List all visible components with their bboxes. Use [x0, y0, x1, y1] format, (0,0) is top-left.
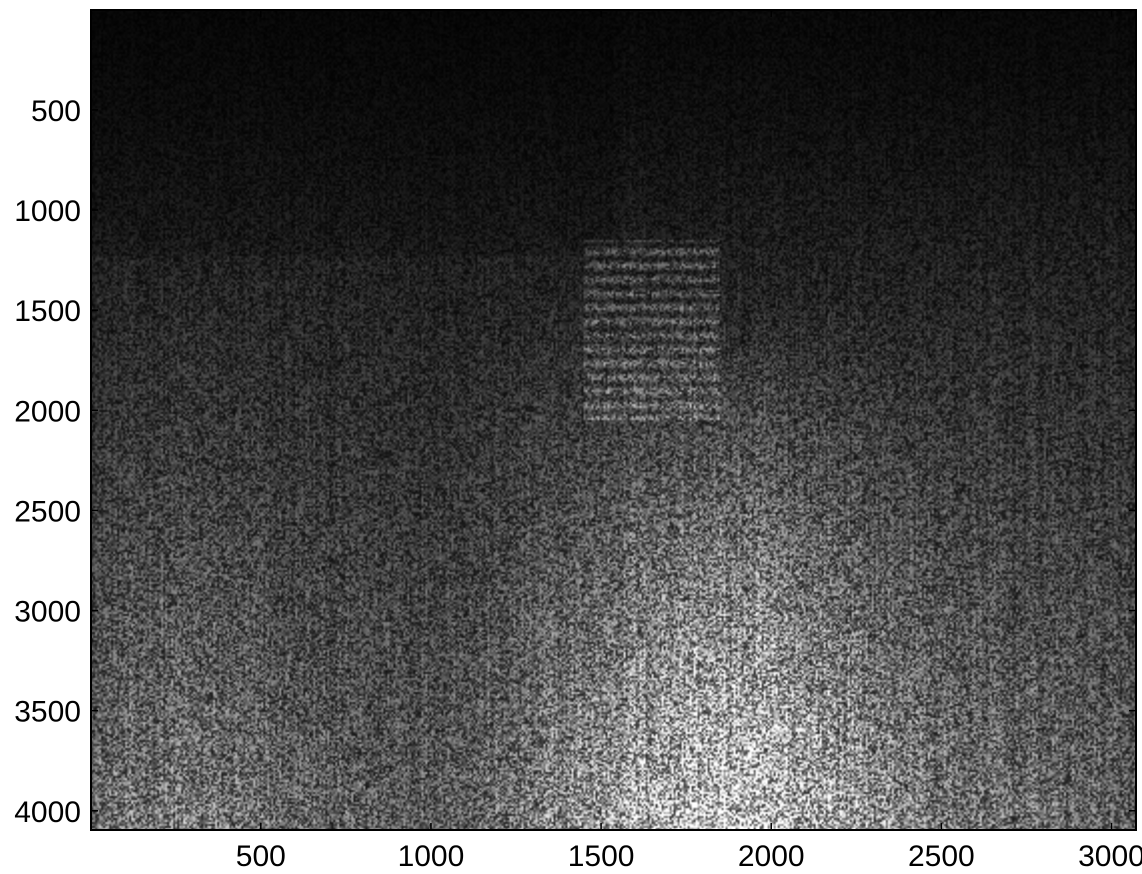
y-tick-label: 2500 — [14, 495, 81, 528]
y-tick-label: 500 — [31, 95, 81, 128]
y-tick-label: 4000 — [14, 796, 81, 829]
x-axis: 500 1000 1500 2000 2500 3000 — [236, 10, 1142, 873]
x-tick-label: 3000 — [1078, 840, 1142, 873]
y-tick-label: 2000 — [14, 395, 81, 428]
y-tick-label: 3000 — [14, 596, 81, 629]
x-tick-label: 2500 — [908, 840, 975, 873]
y-axis: 500 1000 1500 2000 2500 3000 3500 4000 — [14, 95, 1136, 829]
heatmap-image — [91, 10, 1136, 830]
x-tick-label: 2000 — [738, 840, 805, 873]
heatmap-raster — [91, 10, 1136, 830]
x-tick-label: 500 — [236, 840, 286, 873]
plot-frame — [90, 9, 1137, 831]
y-tick-label: 1000 — [14, 195, 81, 228]
y-tick-label: 1500 — [14, 295, 81, 328]
x-tick-label: 1500 — [568, 840, 635, 873]
y-tick-label: 3500 — [14, 696, 81, 729]
x-tick-label: 1000 — [398, 840, 465, 873]
